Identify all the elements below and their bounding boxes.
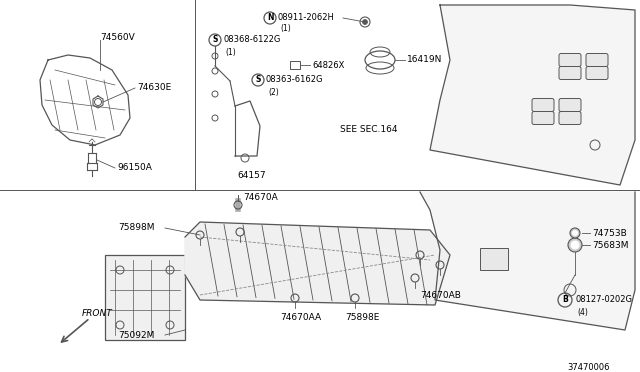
Text: SEE SEC.164: SEE SEC.164 [340, 125, 397, 135]
Text: 08368-6122G: 08368-6122G [223, 35, 280, 45]
Text: 74560V: 74560V [100, 33, 135, 42]
Text: 74670A: 74670A [243, 192, 278, 202]
Circle shape [573, 231, 577, 235]
Polygon shape [420, 192, 635, 330]
Text: S: S [212, 35, 218, 45]
Text: (2): (2) [268, 87, 279, 96]
Text: (1): (1) [225, 48, 236, 57]
Text: 96150A: 96150A [117, 164, 152, 173]
Text: 16419N: 16419N [407, 55, 442, 64]
Text: (4): (4) [577, 308, 588, 317]
FancyBboxPatch shape [586, 54, 608, 67]
Text: 75898E: 75898E [345, 314, 380, 323]
Bar [480, 248, 508, 270]
Polygon shape [185, 222, 450, 305]
Circle shape [568, 238, 582, 252]
Text: 64157: 64157 [237, 171, 266, 180]
Text: 74670AB: 74670AB [420, 292, 461, 301]
Text: S: S [255, 76, 260, 84]
FancyBboxPatch shape [559, 112, 581, 125]
FancyBboxPatch shape [559, 99, 581, 112]
FancyBboxPatch shape [559, 67, 581, 80]
Text: 75898M: 75898M [118, 224, 154, 232]
Text: (1): (1) [280, 23, 291, 32]
Polygon shape [430, 5, 635, 185]
Text: 74630E: 74630E [137, 83, 172, 92]
Text: B: B [562, 295, 568, 305]
Text: 08911-2062H: 08911-2062H [278, 13, 335, 22]
Circle shape [570, 228, 580, 238]
FancyBboxPatch shape [532, 99, 554, 112]
Text: 74670AA: 74670AA [280, 314, 321, 323]
FancyBboxPatch shape [559, 54, 581, 67]
Text: FRONT: FRONT [82, 308, 113, 317]
Text: 08127-0202G: 08127-0202G [575, 295, 632, 305]
Text: 08363-6162G: 08363-6162G [266, 76, 323, 84]
Text: 74753B: 74753B [592, 228, 627, 237]
Text: 64826X: 64826X [312, 61, 344, 70]
Text: 37470006: 37470006 [568, 363, 610, 372]
FancyBboxPatch shape [586, 67, 608, 80]
FancyBboxPatch shape [532, 112, 554, 125]
Text: N: N [267, 13, 273, 22]
Bar [290, 61, 300, 69]
Text: 75683M: 75683M [592, 241, 628, 250]
Circle shape [362, 19, 367, 25]
Text: 75092M: 75092M [118, 330, 154, 340]
Circle shape [571, 241, 579, 249]
Bar [105, 255, 185, 340]
